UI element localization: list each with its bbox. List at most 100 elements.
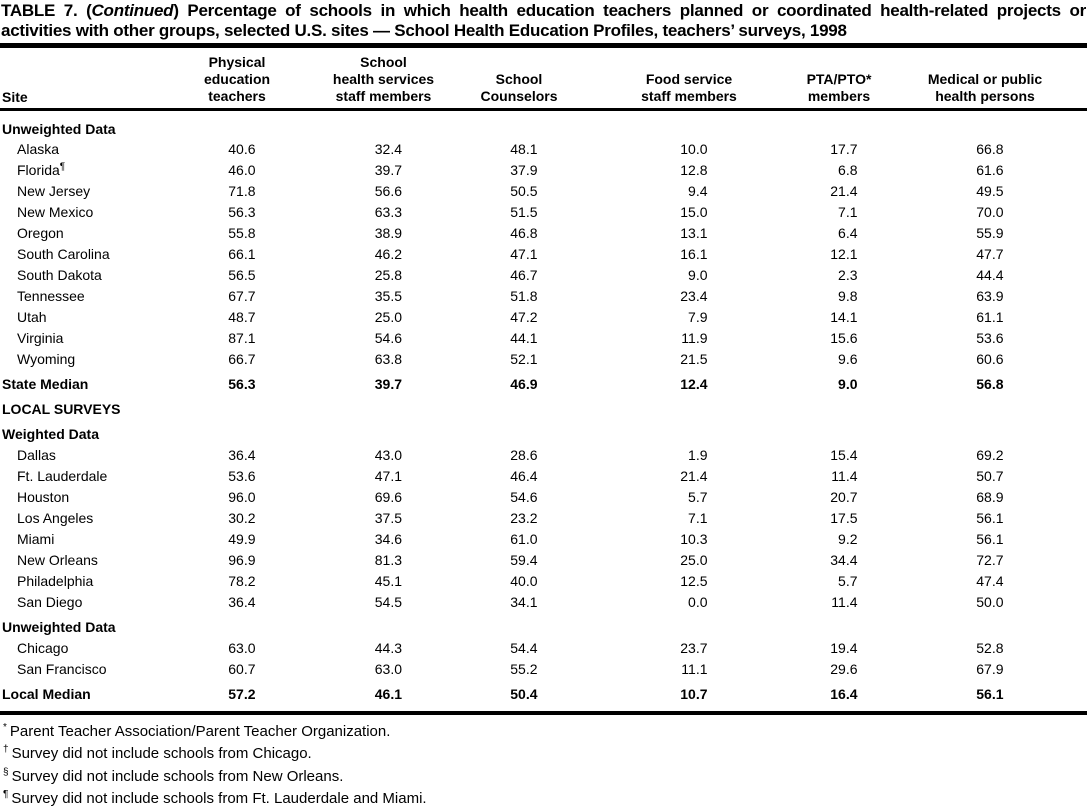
- value: 52.8: [976, 640, 1004, 656]
- value-cell: 56.1: [883, 680, 1087, 711]
- value: 47.4: [976, 573, 1004, 589]
- value-cell: 61.0: [455, 529, 583, 550]
- value: 66.8: [976, 141, 1004, 157]
- value-cell: 47.4: [883, 571, 1087, 592]
- value: 15.6: [830, 330, 858, 346]
- value-cell: 54.4: [455, 638, 583, 659]
- value: 49.9: [228, 531, 256, 547]
- value-cell: 34.6: [312, 529, 455, 550]
- site-column-header: Site: [2, 89, 28, 105]
- value-cell: 30.2: [162, 508, 312, 529]
- column-header-line: teachers: [208, 88, 266, 104]
- value: 7.9: [688, 309, 708, 325]
- value: 5.7: [838, 573, 858, 589]
- site-name: South Dakota: [17, 267, 102, 283]
- value-cell: 39.7: [312, 160, 455, 181]
- value-cell: 10.0: [583, 139, 795, 160]
- value: 47.1: [510, 246, 538, 262]
- value-cell: 50.5: [455, 181, 583, 202]
- section-label: Unweighted Data: [2, 120, 116, 137]
- value-cell: 63.0: [312, 659, 455, 680]
- value-cell: 55.2: [455, 659, 583, 680]
- value-cell: 44.1: [455, 328, 583, 349]
- site-name: Utah: [17, 309, 47, 325]
- site-name: Dallas: [17, 447, 56, 463]
- value-cell: 51.5: [455, 202, 583, 223]
- value: 37.9: [510, 162, 538, 178]
- value: 10.7: [680, 686, 708, 702]
- value: 13.1: [680, 225, 708, 241]
- value: 66.7: [228, 351, 256, 367]
- value-cell: 46.2: [312, 244, 455, 265]
- table-header: Site Physical education teachers School heal…: [0, 48, 1087, 110]
- value: 10.3: [680, 531, 708, 547]
- site-name: Alaska: [17, 141, 60, 157]
- value-cell: 87.1: [162, 328, 312, 349]
- value-cell: 21.5: [583, 349, 795, 370]
- value: 56.1: [976, 686, 1004, 702]
- column-header: Medical or public health persons: [883, 48, 1087, 110]
- value: 56.1: [976, 510, 1004, 526]
- column-header-line: Counselors: [480, 88, 558, 104]
- value-cell: 37.9: [455, 160, 583, 181]
- value-cell: 14.1: [795, 307, 883, 328]
- value: 81.3: [374, 552, 402, 568]
- column-header-line: education: [203, 71, 271, 87]
- value-cell: 25.8: [312, 265, 455, 286]
- table-row: Utah 48.7 25.0 47.2 7.9 14.1 61.1: [0, 307, 1087, 328]
- table-row: South Carolina 66.1 46.2 47.1 16.1 12.1 47.7: [0, 244, 1087, 265]
- value: 46.2: [374, 246, 402, 262]
- value: 63.9: [976, 288, 1004, 304]
- column-header-line: School: [495, 71, 543, 87]
- site-cell: Oregon: [0, 223, 162, 244]
- section-label: Weighted Data: [2, 426, 99, 442]
- value: 46.9: [510, 376, 538, 392]
- value: 61.1: [976, 309, 1004, 325]
- footnote-marker: †: [3, 744, 9, 755]
- value: 66.1: [228, 246, 256, 262]
- value: 96.0: [228, 489, 256, 505]
- table-row: Chicago 63.0 44.3 54.4 23.7 19.4 52.8: [0, 638, 1087, 659]
- value-cell: 15.4: [795, 445, 883, 466]
- value-cell: 44.3: [312, 638, 455, 659]
- site-name: Houston: [17, 489, 70, 505]
- footnote-new-orleans: § Survey did not include schools from New…: [3, 764, 1087, 787]
- value-cell: 56.8: [883, 370, 1087, 395]
- footnote-marker: §: [3, 766, 9, 778]
- value-cell: 2.3: [795, 265, 883, 286]
- value-cell: 6.8: [795, 160, 883, 181]
- table-title: TABLE 7. (Continued) Percentage of schoo…: [0, 0, 1087, 48]
- value-cell: 16.1: [583, 244, 795, 265]
- value-cell: 63.9: [883, 286, 1087, 307]
- value-cell: 69.2: [883, 445, 1087, 466]
- site-cell: Philadelphia: [0, 571, 162, 592]
- value-cell: 12.1: [795, 244, 883, 265]
- column-header-line: health services: [332, 71, 435, 87]
- value: 55.8: [228, 225, 256, 241]
- value-cell: 40.6: [162, 139, 312, 160]
- value-cell: 38.9: [312, 223, 455, 244]
- site-name: Miami: [17, 531, 55, 547]
- value: 11.4: [831, 594, 858, 610]
- value-cell: 12.4: [583, 370, 795, 395]
- value: 67.9: [976, 661, 1004, 677]
- value-cell: 66.7: [162, 349, 312, 370]
- value: 47.1: [374, 468, 402, 484]
- value-cell: 53.6: [162, 466, 312, 487]
- value-cell: 57.2: [162, 680, 312, 711]
- footnote-marker: ¶: [3, 789, 9, 800]
- site-name: San Francisco: [17, 661, 107, 677]
- value: 47.2: [510, 309, 538, 325]
- value: 61.0: [510, 531, 538, 547]
- value: 28.6: [510, 447, 538, 463]
- site-name: New Mexico: [17, 204, 94, 220]
- value: 7.1: [688, 510, 708, 526]
- value: 11.4: [831, 468, 858, 484]
- value: 12.5: [680, 573, 708, 589]
- value-cell: 21.4: [583, 466, 795, 487]
- footnote-text: Parent Teacher Association/Parent Teache…: [9, 722, 391, 740]
- value: 44.3: [374, 640, 402, 656]
- column-header: Food service staff members: [583, 48, 795, 110]
- value-cell: 43.0: [312, 445, 455, 466]
- value: 6.4: [838, 225, 858, 241]
